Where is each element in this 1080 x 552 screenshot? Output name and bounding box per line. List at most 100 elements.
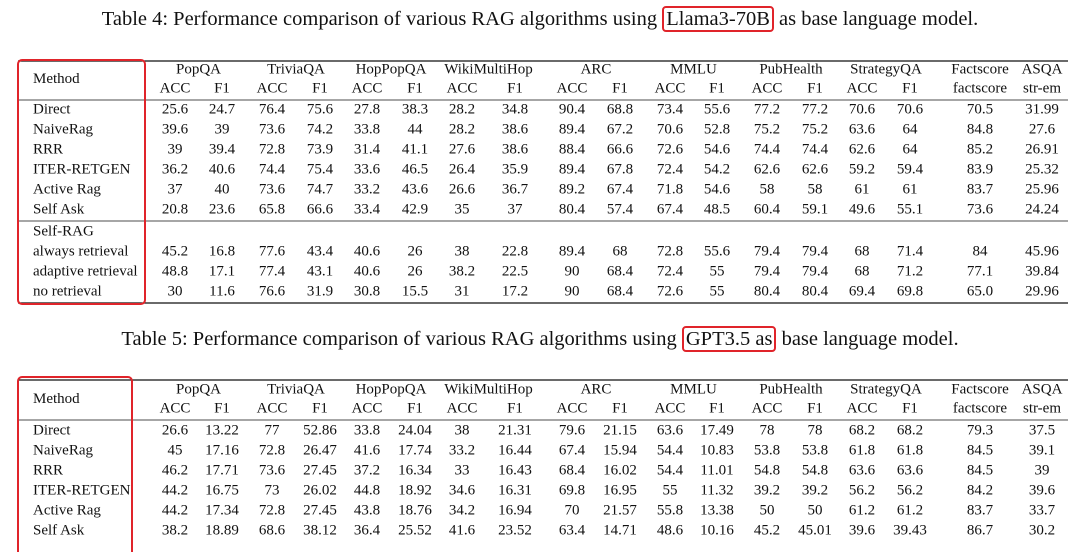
table-cell: 17.74	[398, 442, 432, 458]
table-cell: 65.0	[967, 283, 993, 299]
table-cell: 55.8	[657, 502, 683, 518]
table-cell: 90	[565, 263, 580, 279]
table-cell: 25.96	[1025, 181, 1059, 197]
table-cell: 38.6	[502, 141, 529, 157]
table-cell: 48.6	[657, 522, 684, 538]
table-cell: 86.7	[967, 522, 994, 538]
table-cell: 54.4	[657, 442, 684, 458]
table-cell: 55.1	[897, 201, 923, 217]
column-header: Method	[33, 71, 80, 87]
subcolumn-header: F1	[709, 400, 725, 416]
table-cell: 35	[455, 201, 470, 217]
table-cell: 27.6	[1029, 121, 1056, 137]
table-cell: 70.6	[849, 101, 876, 117]
table-cell: 45.2	[754, 522, 780, 538]
table-cell: 43.4	[307, 243, 334, 259]
table-cell: 67.4	[657, 201, 684, 217]
table-cell: 30.2	[1029, 522, 1055, 538]
method-name: NaiveRag	[33, 121, 93, 137]
table-cell: 68	[613, 243, 628, 259]
subcolumn-header: F1	[612, 80, 628, 96]
table-cell: 84.8	[967, 121, 993, 137]
table-cell: 33.8	[354, 422, 380, 438]
subcolumn-header: ACC	[847, 80, 878, 96]
subcolumn-header: factscore	[953, 400, 1007, 416]
highlight-box	[17, 376, 133, 552]
table-cell: 50	[808, 502, 823, 518]
table-cell: 67.4	[559, 442, 586, 458]
table-cell: 63.6	[657, 422, 684, 438]
table-cell: 88.4	[559, 141, 586, 157]
table-cell: 54.6	[704, 181, 731, 197]
subcolumn-header: F1	[807, 80, 823, 96]
subcolumn-header: F1	[507, 400, 523, 416]
table-cell: 16.94	[498, 502, 532, 518]
subcolumn-header: ACC	[160, 80, 191, 96]
table-cell: 77.2	[754, 101, 780, 117]
table-cell: 48.8	[162, 263, 188, 279]
table-cell: 69.8	[897, 283, 923, 299]
table-cell: 57.4	[607, 201, 634, 217]
table-cell: 66.6	[607, 141, 634, 157]
column-header: HopPopQA	[356, 381, 427, 397]
table-cell: 77	[265, 422, 281, 438]
table-cell: 62.6	[802, 161, 829, 177]
table-cell: 39.4	[209, 141, 236, 157]
table-cell: 45.2	[162, 243, 188, 259]
table-cell: 60.4	[754, 201, 781, 217]
table-cell: 72.8	[259, 141, 285, 157]
table-cell: 78	[808, 422, 823, 438]
column-header: MMLU	[670, 381, 717, 397]
caption-highlight: GPT3.5 as	[681, 326, 777, 352]
table-cell: 79.4	[802, 243, 829, 259]
method-name: Active Rag	[33, 181, 101, 197]
table-cell: 27.45	[303, 462, 337, 478]
table-cell: 68.2	[897, 422, 923, 438]
table-cell: 68	[855, 243, 870, 259]
table-cell: 38.12	[303, 522, 337, 538]
column-header: PopQA	[176, 61, 221, 77]
table-cell: 40.6	[354, 243, 381, 259]
column-header: TriviaQA	[267, 381, 325, 397]
table-cell: 71.2	[897, 263, 923, 279]
column-header: ASQA	[1022, 381, 1063, 397]
method-name: RRR	[33, 462, 63, 478]
table-cell: 44.2	[162, 502, 188, 518]
table-cell: 38.3	[402, 101, 428, 117]
table-cell: 33.6	[354, 161, 381, 177]
table-cell: 61.2	[897, 502, 923, 518]
table-cell: 83.7	[967, 181, 994, 197]
table-cell: 73.6	[967, 201, 994, 217]
table-cell: 16.8	[209, 243, 235, 259]
table-cell: 67.8	[607, 161, 633, 177]
table-cell: 38	[455, 422, 470, 438]
table-cell: 41.1	[402, 141, 428, 157]
table-cell: 53.8	[754, 442, 780, 458]
subcolumn-header: ACC	[752, 400, 783, 416]
table-cell: 64	[903, 141, 919, 157]
table-cell: 72.8	[657, 243, 683, 259]
table-cell: 72.6	[657, 283, 684, 299]
subcolumn-header: ACC	[352, 80, 383, 96]
table-cell: 18.92	[398, 482, 432, 498]
table-cell: 52.8	[704, 121, 730, 137]
table-cell: 72.8	[259, 442, 285, 458]
subcolumn-header: ACC	[447, 400, 478, 416]
subcolumn-header: str-em	[1023, 400, 1061, 416]
subcolumn-header: ACC	[847, 400, 878, 416]
column-header: HopPopQA	[356, 61, 427, 77]
table-cell: 74.4	[802, 141, 829, 157]
table-cell: 16.44	[498, 442, 532, 458]
subcolumn-header: ACC	[655, 400, 686, 416]
table-cell: 64	[903, 121, 919, 137]
table-cell: 11.32	[700, 482, 733, 498]
table-cell: 89.4	[559, 243, 586, 259]
table-cell: 38.2	[162, 522, 188, 538]
table-cell: 34.6	[449, 482, 476, 498]
table-cell: 33.8	[354, 121, 380, 137]
table-cell: 39.2	[754, 482, 780, 498]
table-cell: 55	[710, 263, 725, 279]
table-cell: 61.8	[897, 442, 923, 458]
table-cell: 43.6	[402, 181, 429, 197]
table-cell: 24.04	[398, 422, 432, 438]
